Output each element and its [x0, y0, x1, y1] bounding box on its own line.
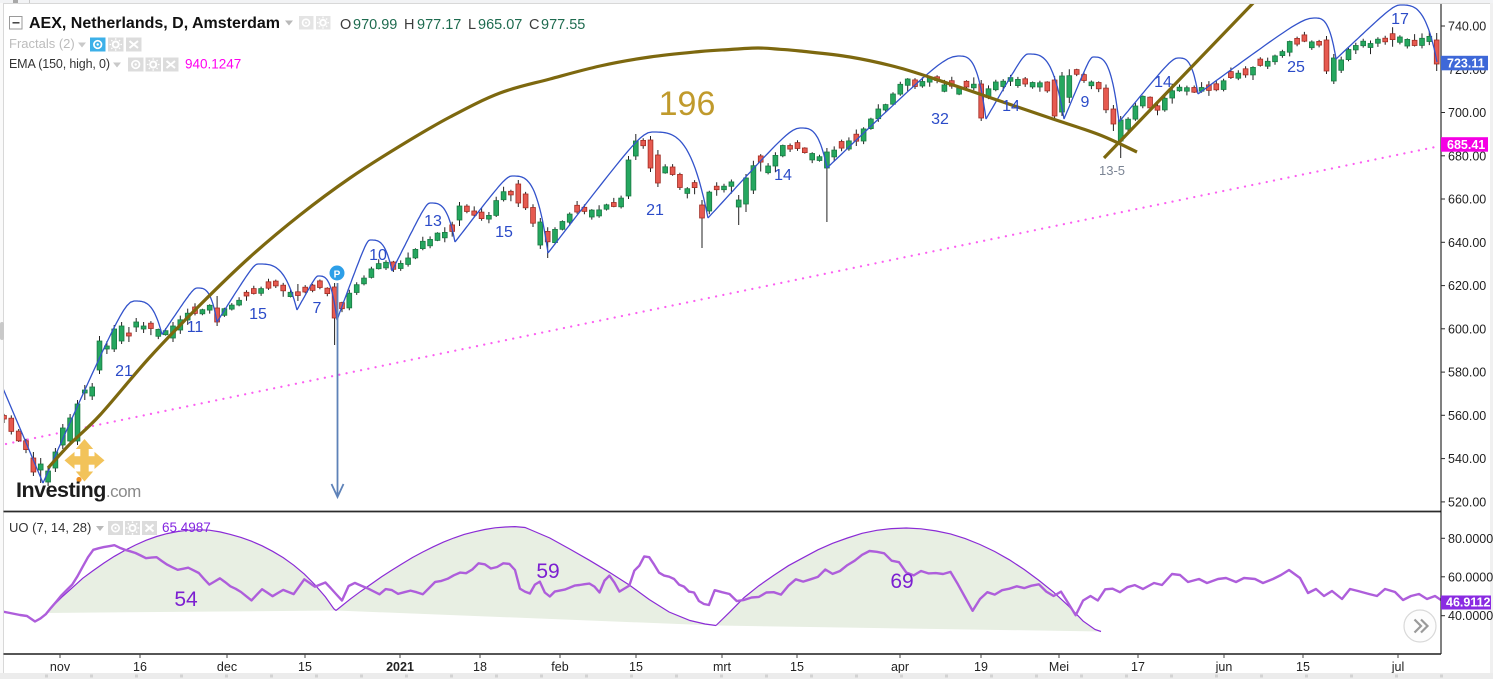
svg-text:580.00: 580.00 — [1448, 366, 1486, 380]
svg-text:46.9112: 46.9112 — [1446, 596, 1491, 610]
svg-text:18: 18 — [473, 660, 487, 674]
svg-text:AEX, Netherlands, D, Amsterdam: AEX, Netherlands, D, Amsterdam — [29, 15, 280, 32]
svg-text:15: 15 — [629, 660, 643, 674]
svg-text:680.00: 680.00 — [1448, 149, 1486, 163]
svg-text:32: 32 — [931, 111, 949, 128]
svg-text:17: 17 — [1131, 660, 1145, 674]
svg-text:540.00: 540.00 — [1448, 452, 1486, 466]
svg-text:80.0000: 80.0000 — [1448, 532, 1493, 546]
svg-text:15: 15 — [249, 306, 267, 323]
svg-text:723.11: 723.11 — [1447, 57, 1485, 71]
svg-text:970.99: 970.99 — [353, 17, 397, 33]
svg-text:15: 15 — [495, 224, 513, 241]
svg-text:13-5: 13-5 — [1099, 163, 1125, 178]
svg-text:16: 16 — [133, 660, 147, 674]
svg-text:feb: feb — [551, 660, 568, 674]
svg-text:560.00: 560.00 — [1448, 409, 1486, 423]
svg-text:EMA (150, high, 0): EMA (150, high, 0) — [9, 57, 110, 71]
svg-text:2021: 2021 — [386, 660, 414, 674]
svg-text:685.41: 685.41 — [1447, 138, 1485, 152]
svg-text:13: 13 — [424, 213, 442, 230]
svg-text:Mei: Mei — [1049, 660, 1069, 674]
svg-text:10: 10 — [369, 247, 387, 264]
svg-text:965.07: 965.07 — [478, 17, 522, 33]
svg-text:11: 11 — [187, 319, 204, 336]
svg-text:P: P — [334, 270, 341, 281]
svg-text:15: 15 — [1296, 660, 1310, 674]
svg-text:977.17: 977.17 — [417, 17, 461, 33]
svg-text:17: 17 — [1391, 11, 1409, 28]
svg-text:Fractals (2): Fractals (2) — [9, 36, 75, 51]
svg-text:25: 25 — [1287, 59, 1305, 76]
svg-text:dec: dec — [217, 660, 237, 674]
svg-text:L: L — [468, 17, 476, 33]
svg-text:60.0000: 60.0000 — [1448, 570, 1493, 584]
svg-text:59: 59 — [536, 560, 559, 583]
svg-text:977.55: 977.55 — [541, 17, 585, 33]
svg-text:9: 9 — [1081, 94, 1090, 111]
svg-text:660.00: 660.00 — [1448, 193, 1486, 207]
svg-text:15: 15 — [790, 660, 804, 674]
svg-text:21: 21 — [646, 202, 664, 219]
svg-text:65.4987: 65.4987 — [162, 520, 211, 535]
svg-text:700.00: 700.00 — [1448, 106, 1486, 120]
svg-text:54: 54 — [174, 588, 198, 611]
svg-text:C: C — [529, 17, 539, 33]
svg-text:H: H — [404, 17, 414, 33]
svg-text:14: 14 — [774, 167, 792, 184]
svg-text:O: O — [340, 17, 351, 33]
svg-text:520.00: 520.00 — [1448, 495, 1486, 509]
svg-text:19: 19 — [974, 660, 988, 674]
svg-text:740.00: 740.00 — [1448, 20, 1486, 34]
svg-text:40.0000: 40.0000 — [1448, 609, 1493, 623]
svg-text:21: 21 — [115, 363, 133, 380]
svg-text:nov: nov — [50, 660, 71, 674]
svg-text:940.1247: 940.1247 — [185, 57, 241, 72]
svg-text:14: 14 — [1002, 98, 1020, 115]
svg-text:196: 196 — [659, 85, 716, 123]
svg-text:apr: apr — [891, 660, 909, 674]
svg-text:15: 15 — [298, 660, 312, 674]
svg-text:UO (7, 14, 28): UO (7, 14, 28) — [9, 520, 91, 535]
svg-text:640.00: 640.00 — [1448, 236, 1486, 250]
svg-text:7: 7 — [313, 300, 322, 317]
svg-text:14: 14 — [1154, 74, 1172, 91]
svg-text:69: 69 — [890, 570, 913, 593]
svg-text:600.00: 600.00 — [1448, 322, 1486, 336]
svg-text:jul: jul — [1391, 660, 1405, 674]
svg-text:mrt: mrt — [713, 660, 732, 674]
svg-text:jun: jun — [1215, 660, 1233, 674]
svg-text:620.00: 620.00 — [1448, 279, 1486, 293]
svg-text:Investing.com: Investing.com — [16, 478, 141, 502]
